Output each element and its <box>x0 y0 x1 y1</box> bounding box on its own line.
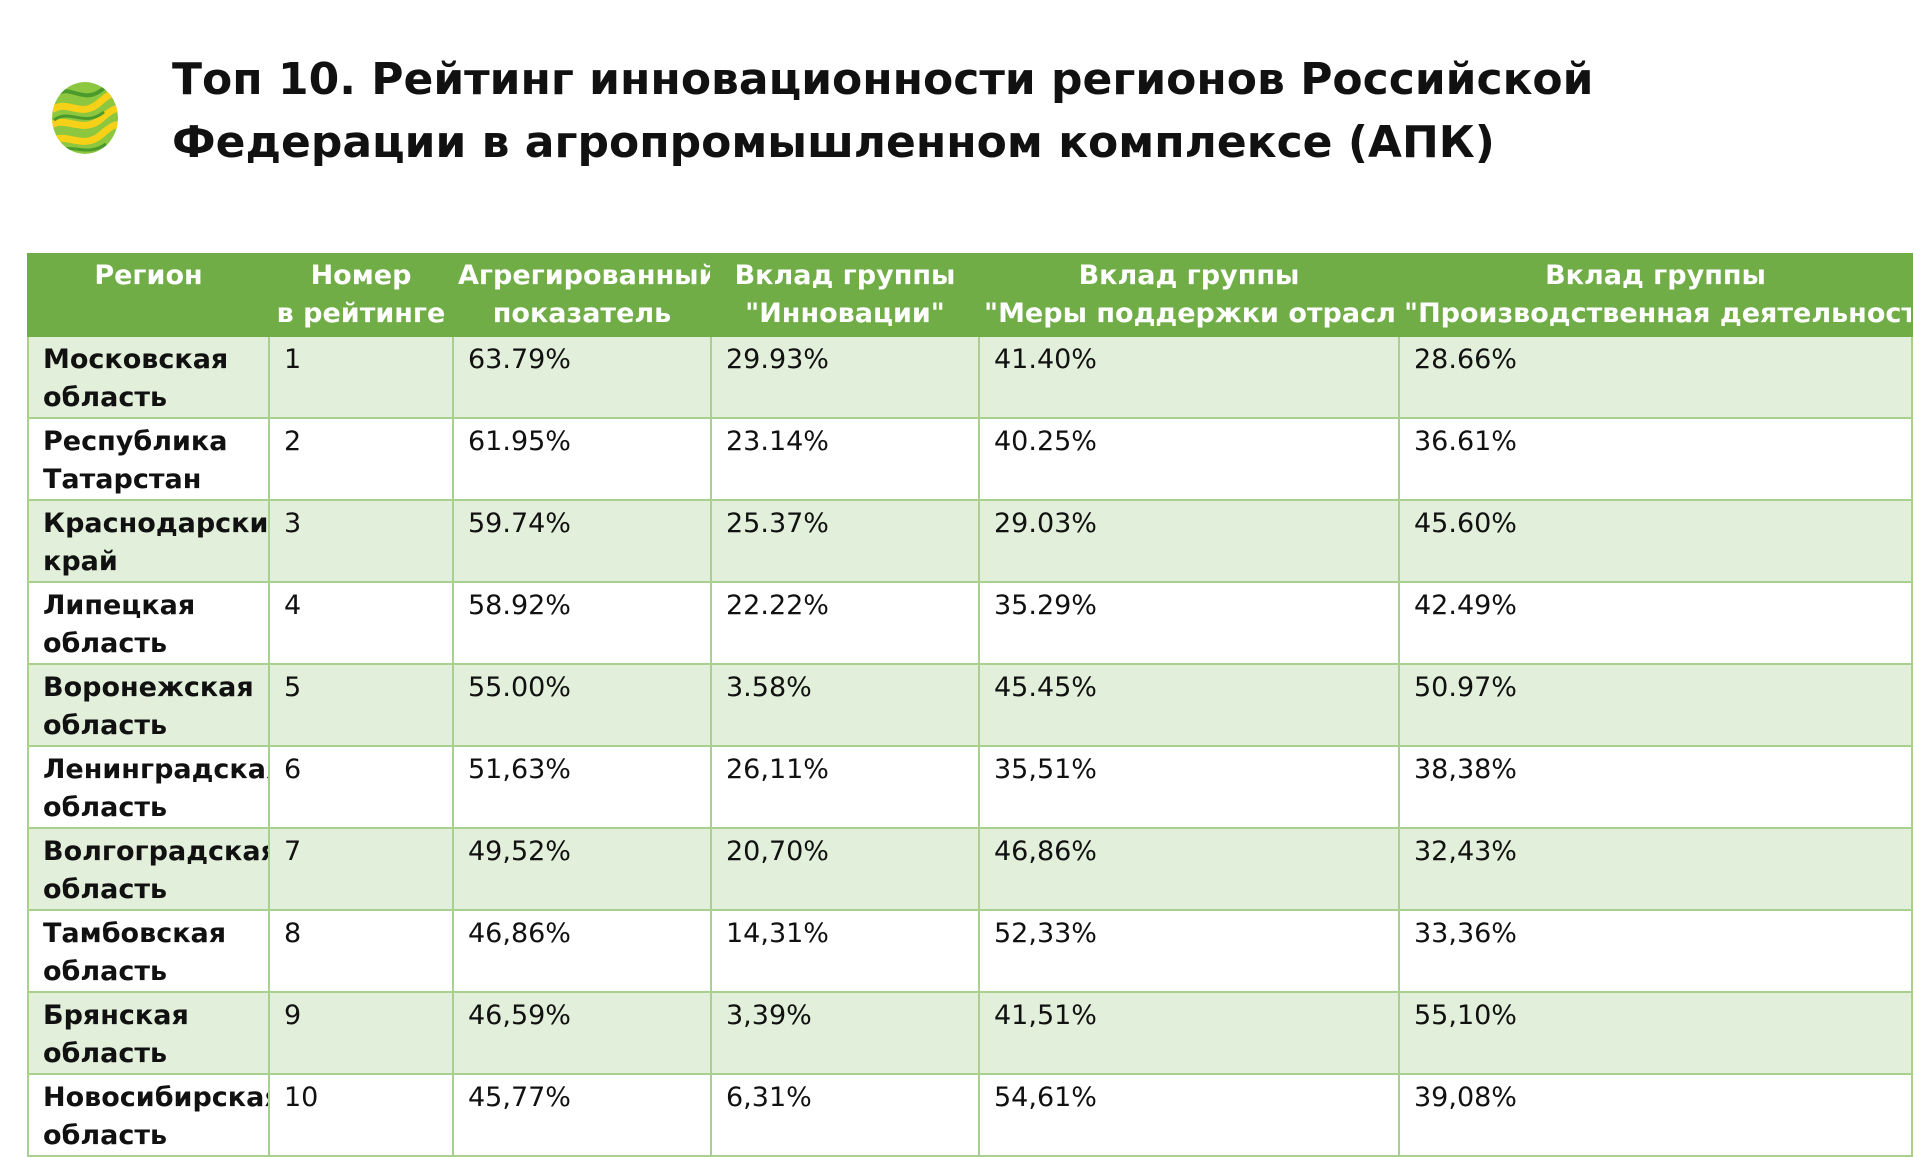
aggregate-cell: 59.74% <box>452 499 712 583</box>
innovation-cell: 20,70% <box>710 827 980 911</box>
column-header-production: Вклад группы "Производственная деятельно… <box>1398 253 1913 337</box>
production-cell: 36.61% <box>1398 417 1913 501</box>
rating-table: Регион Номер в рейтинге Агрегированный п… <box>27 253 1913 1157</box>
innovation-cell: 6,31% <box>710 1073 980 1157</box>
production-cell: 55,10% <box>1398 991 1913 1075</box>
page-title: Топ 10. Рейтинг инновационности регионов… <box>172 54 1594 168</box>
table-header-row: Регион Номер в рейтинге Агрегированный п… <box>27 253 1913 337</box>
rank-cell: 1 <box>268 335 454 419</box>
aggregate-cell: 63.79% <box>452 335 712 419</box>
support-cell: 45.45% <box>978 663 1400 747</box>
production-cell: 28.66% <box>1398 335 1913 419</box>
column-header-region: Регион <box>27 253 270 337</box>
table-row: Ленинградская область 6 51,63% 26,11% 35… <box>27 745 1913 829</box>
innovation-cell: 26,11% <box>710 745 980 829</box>
support-cell: 41,51% <box>978 991 1400 1075</box>
support-cell: 46,86% <box>978 827 1400 911</box>
innovation-cell: 22.22% <box>710 581 980 665</box>
production-cell: 33,36% <box>1398 909 1913 993</box>
region-cell: Волгоградская область <box>27 827 270 911</box>
rank-cell: 4 <box>268 581 454 665</box>
support-cell: 29.03% <box>978 499 1400 583</box>
innovation-cell: 25.37% <box>710 499 980 583</box>
region-cell: Республика Татарстан <box>27 417 270 501</box>
column-header-rank: Номер в рейтинге <box>268 253 454 337</box>
column-header-support: Вклад группы "Меры поддержки отрасли <box>978 253 1400 337</box>
table-row: Волгоградская область 7 49,52% 20,70% 46… <box>27 827 1913 911</box>
innovation-cell: 14,31% <box>710 909 980 993</box>
rank-cell: 9 <box>268 991 454 1075</box>
rank-cell: 5 <box>268 663 454 747</box>
support-cell: 35,51% <box>978 745 1400 829</box>
rank-cell: 7 <box>268 827 454 911</box>
production-cell: 38,38% <box>1398 745 1913 829</box>
innovation-cell: 3,39% <box>710 991 980 1075</box>
aggregate-cell: 61.95% <box>452 417 712 501</box>
innovation-cell: 29.93% <box>710 335 980 419</box>
support-cell: 40.25% <box>978 417 1400 501</box>
production-cell: 39,08% <box>1398 1073 1913 1157</box>
column-header-innovation: Вклад группы "Инновации" <box>710 253 980 337</box>
column-header-aggregate: Агрегированный показатель <box>452 253 712 337</box>
table-row: Республика Татарстан 2 61.95% 23.14% 40.… <box>27 417 1913 501</box>
region-cell: Московская область <box>27 335 270 419</box>
production-cell: 50.97% <box>1398 663 1913 747</box>
table-row: Липецкая область 4 58.92% 22.22% 35.29% … <box>27 581 1913 665</box>
rank-cell: 10 <box>268 1073 454 1157</box>
support-cell: 35.29% <box>978 581 1400 665</box>
aggregate-cell: 49,52% <box>452 827 712 911</box>
production-cell: 45.60% <box>1398 499 1913 583</box>
aggregate-cell: 45,77% <box>452 1073 712 1157</box>
region-cell: Новосибирская область <box>27 1073 270 1157</box>
support-cell: 54,61% <box>978 1073 1400 1157</box>
production-cell: 32,43% <box>1398 827 1913 911</box>
table-row: Брянская область 9 46,59% 3,39% 41,51% 5… <box>27 991 1913 1075</box>
rank-cell: 3 <box>268 499 454 583</box>
aggregate-cell: 55.00% <box>452 663 712 747</box>
innovation-cell: 3.58% <box>710 663 980 747</box>
rank-cell: 8 <box>268 909 454 993</box>
region-cell: Тамбовская область <box>27 909 270 993</box>
table-row: Тамбовская область 8 46,86% 14,31% 52,33… <box>27 909 1913 993</box>
support-cell: 41.40% <box>978 335 1400 419</box>
rank-cell: 2 <box>268 417 454 501</box>
region-cell: Липецкая область <box>27 581 270 665</box>
innovation-cell: 23.14% <box>710 417 980 501</box>
aggregate-cell: 46,59% <box>452 991 712 1075</box>
rank-cell: 6 <box>268 745 454 829</box>
production-cell: 42.49% <box>1398 581 1913 665</box>
aggregate-cell: 46,86% <box>452 909 712 993</box>
aggregate-cell: 51,63% <box>452 745 712 829</box>
leaf-logo-icon <box>52 82 118 154</box>
region-cell: Воронежская область <box>27 663 270 747</box>
aggregate-cell: 58.92% <box>452 581 712 665</box>
region-cell: Краснодарский край <box>27 499 270 583</box>
table-row: Краснодарский край 3 59.74% 25.37% 29.03… <box>27 499 1913 583</box>
region-cell: Ленинградская область <box>27 745 270 829</box>
table-row: Московская область 1 63.79% 29.93% 41.40… <box>27 335 1913 419</box>
support-cell: 52,33% <box>978 909 1400 993</box>
table-row: Воронежская область 5 55.00% 3.58% 45.45… <box>27 663 1913 747</box>
table-row: Новосибирская область 10 45,77% 6,31% 54… <box>27 1073 1913 1157</box>
region-cell: Брянская область <box>27 991 270 1075</box>
